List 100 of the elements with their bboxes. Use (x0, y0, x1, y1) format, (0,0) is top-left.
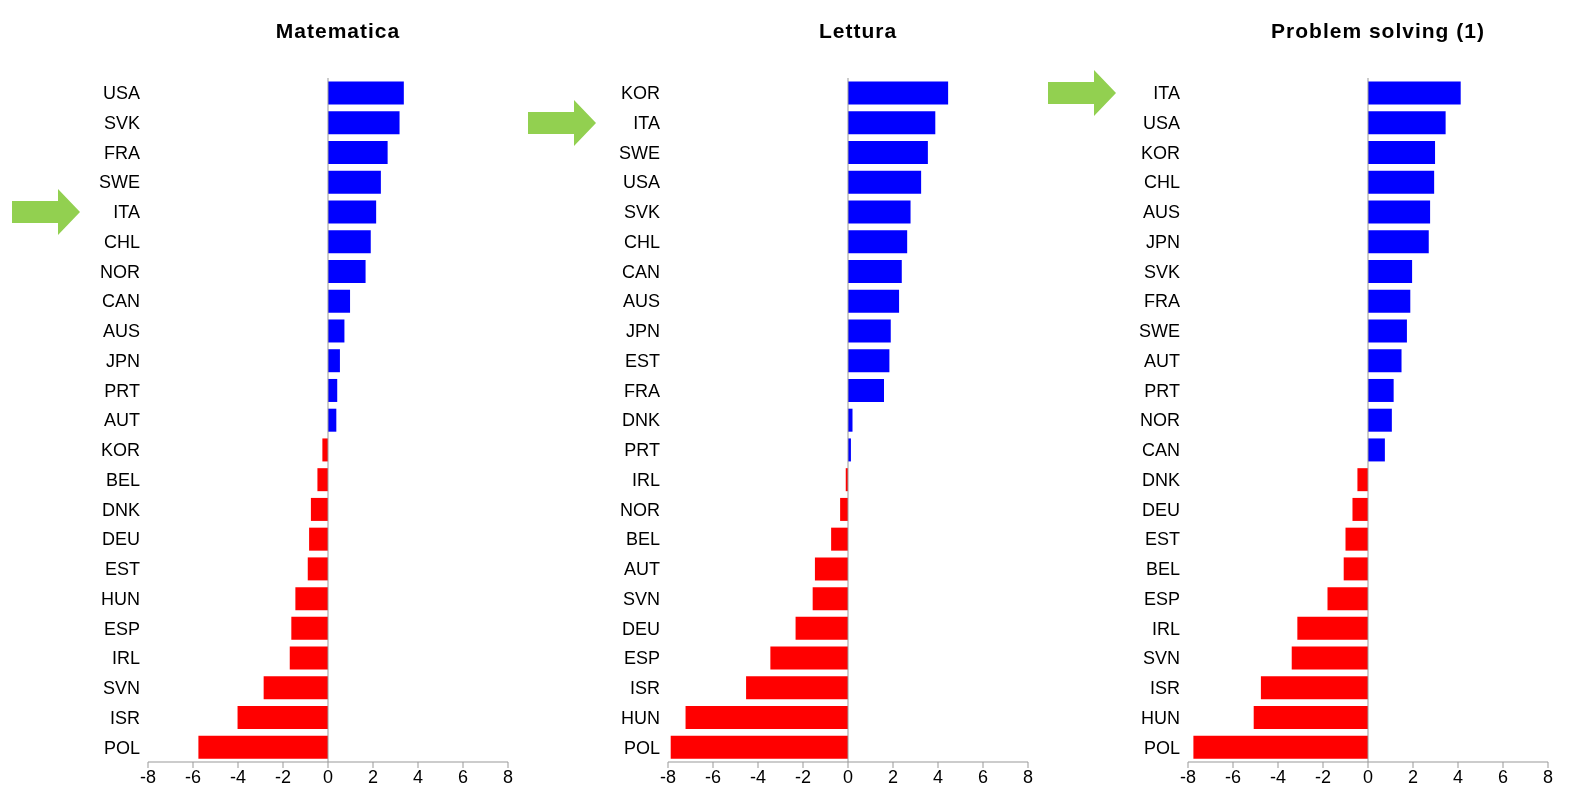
bar (848, 349, 890, 373)
bar (1368, 438, 1385, 462)
y-tick-label: USA (102, 83, 140, 104)
chart-title: Problem solving (1) (1270, 18, 1486, 44)
bar (1260, 676, 1368, 700)
y-tick-label: ESP (103, 618, 140, 639)
y-tick-label: FRA (624, 380, 660, 401)
bar (1343, 557, 1368, 581)
bar (1193, 735, 1368, 759)
y-tick-label: AUS (622, 291, 660, 312)
x-tick-label: 4 (412, 766, 424, 787)
y-tick-label: ISR (109, 707, 140, 728)
y-tick-label: ISR (629, 678, 660, 699)
y-tick-label: ESP (1143, 588, 1180, 609)
y-tick-label: CAN (621, 261, 660, 282)
y-tick-label: KOR (1140, 142, 1180, 163)
bar (848, 260, 902, 283)
bar (1368, 289, 1411, 313)
bar (1368, 200, 1431, 224)
bar (848, 200, 911, 224)
bar (328, 81, 404, 105)
y-tick-label: DNK (101, 499, 140, 520)
bar (310, 497, 328, 521)
bar (1357, 468, 1368, 492)
bar (1368, 260, 1413, 283)
x-tick-label: -6 (184, 766, 202, 787)
y-tick-label: POL (1143, 737, 1180, 758)
y-tick-label: SVK (623, 202, 660, 223)
y-tick-label: DEU (101, 529, 140, 550)
bar (291, 616, 328, 640)
y-tick-label: AUT (624, 559, 660, 580)
bar (328, 141, 388, 165)
bar (328, 349, 340, 373)
y-tick-label: ITA (633, 113, 660, 133)
x-tick-label: 6 (977, 766, 989, 787)
bar (848, 378, 884, 402)
y-tick-label: CAN (1141, 440, 1180, 461)
x-tick-label: 8 (1542, 766, 1554, 787)
x-tick-label: 2 (1407, 766, 1419, 787)
y-tick-label: NOR (620, 499, 660, 520)
x-tick-label: 0 (842, 766, 854, 787)
x-tick-label: 6 (1497, 766, 1509, 787)
y-tick-label: IRL (631, 469, 660, 490)
bar (1368, 319, 1407, 343)
y-tick-label: EST (1144, 529, 1180, 550)
y-tick-label: AUT (104, 410, 140, 431)
bar (328, 170, 381, 194)
bar (831, 527, 848, 551)
y-tick-label: CHL (1143, 172, 1180, 193)
y-tick-label: SVN (622, 588, 660, 609)
bar (1368, 378, 1394, 402)
x-tick-label: -6 (1224, 766, 1242, 787)
y-tick-label: POL (623, 737, 660, 758)
x-tick-label: -2 (274, 766, 292, 787)
bar (1368, 349, 1402, 373)
bar (328, 289, 351, 313)
bar (848, 111, 936, 135)
y-tick-label: IRL (111, 648, 140, 669)
y-tick-label: PRT (624, 440, 660, 461)
bar (848, 230, 908, 254)
bar (1352, 497, 1368, 521)
bar (814, 557, 848, 581)
x-tick-label: 8 (502, 766, 514, 787)
bar (328, 319, 345, 343)
bar (795, 616, 848, 640)
bar (289, 646, 328, 670)
bar (1368, 141, 1436, 165)
x-tick-label: 4 (932, 766, 944, 787)
bar (1253, 706, 1368, 730)
y-tick-label: SVN (1142, 648, 1180, 669)
y-tick-label: JPN (105, 350, 140, 371)
y-tick-label: SWE (618, 142, 660, 163)
y-tick-label: IRL (1151, 618, 1180, 639)
y-tick-label: ESP (623, 648, 660, 669)
y-tick-label: CHL (623, 231, 660, 252)
y-tick-label: POL (103, 737, 140, 758)
bar (1368, 170, 1435, 194)
y-tick-label: ITA (113, 202, 140, 223)
bar (848, 141, 928, 165)
bar (237, 706, 328, 730)
bar (317, 468, 328, 492)
y-tick-label: KOR (100, 440, 140, 461)
y-tick-label: HUN (101, 588, 140, 609)
y-tick-label: FRA (104, 142, 140, 163)
bar (1368, 230, 1429, 254)
bar (746, 676, 848, 700)
y-tick-label: EST (624, 350, 660, 371)
y-tick-label: USA (622, 172, 660, 193)
y-tick-label: SVK (1143, 261, 1180, 282)
y-tick-label: ISR (1149, 678, 1180, 699)
y-tick-label: AUT (1144, 350, 1180, 371)
y-tick-label: CHL (103, 231, 140, 252)
x-tick-label: -8 (659, 766, 677, 787)
y-tick-label: SWE (1138, 321, 1180, 342)
bar (1368, 111, 1446, 135)
bar (812, 587, 848, 611)
x-tick-label: 8 (1022, 766, 1034, 787)
y-tick-label: SVK (103, 113, 140, 133)
chart-title: Matematica (274, 18, 402, 44)
y-tick-label: SWE (98, 172, 140, 193)
